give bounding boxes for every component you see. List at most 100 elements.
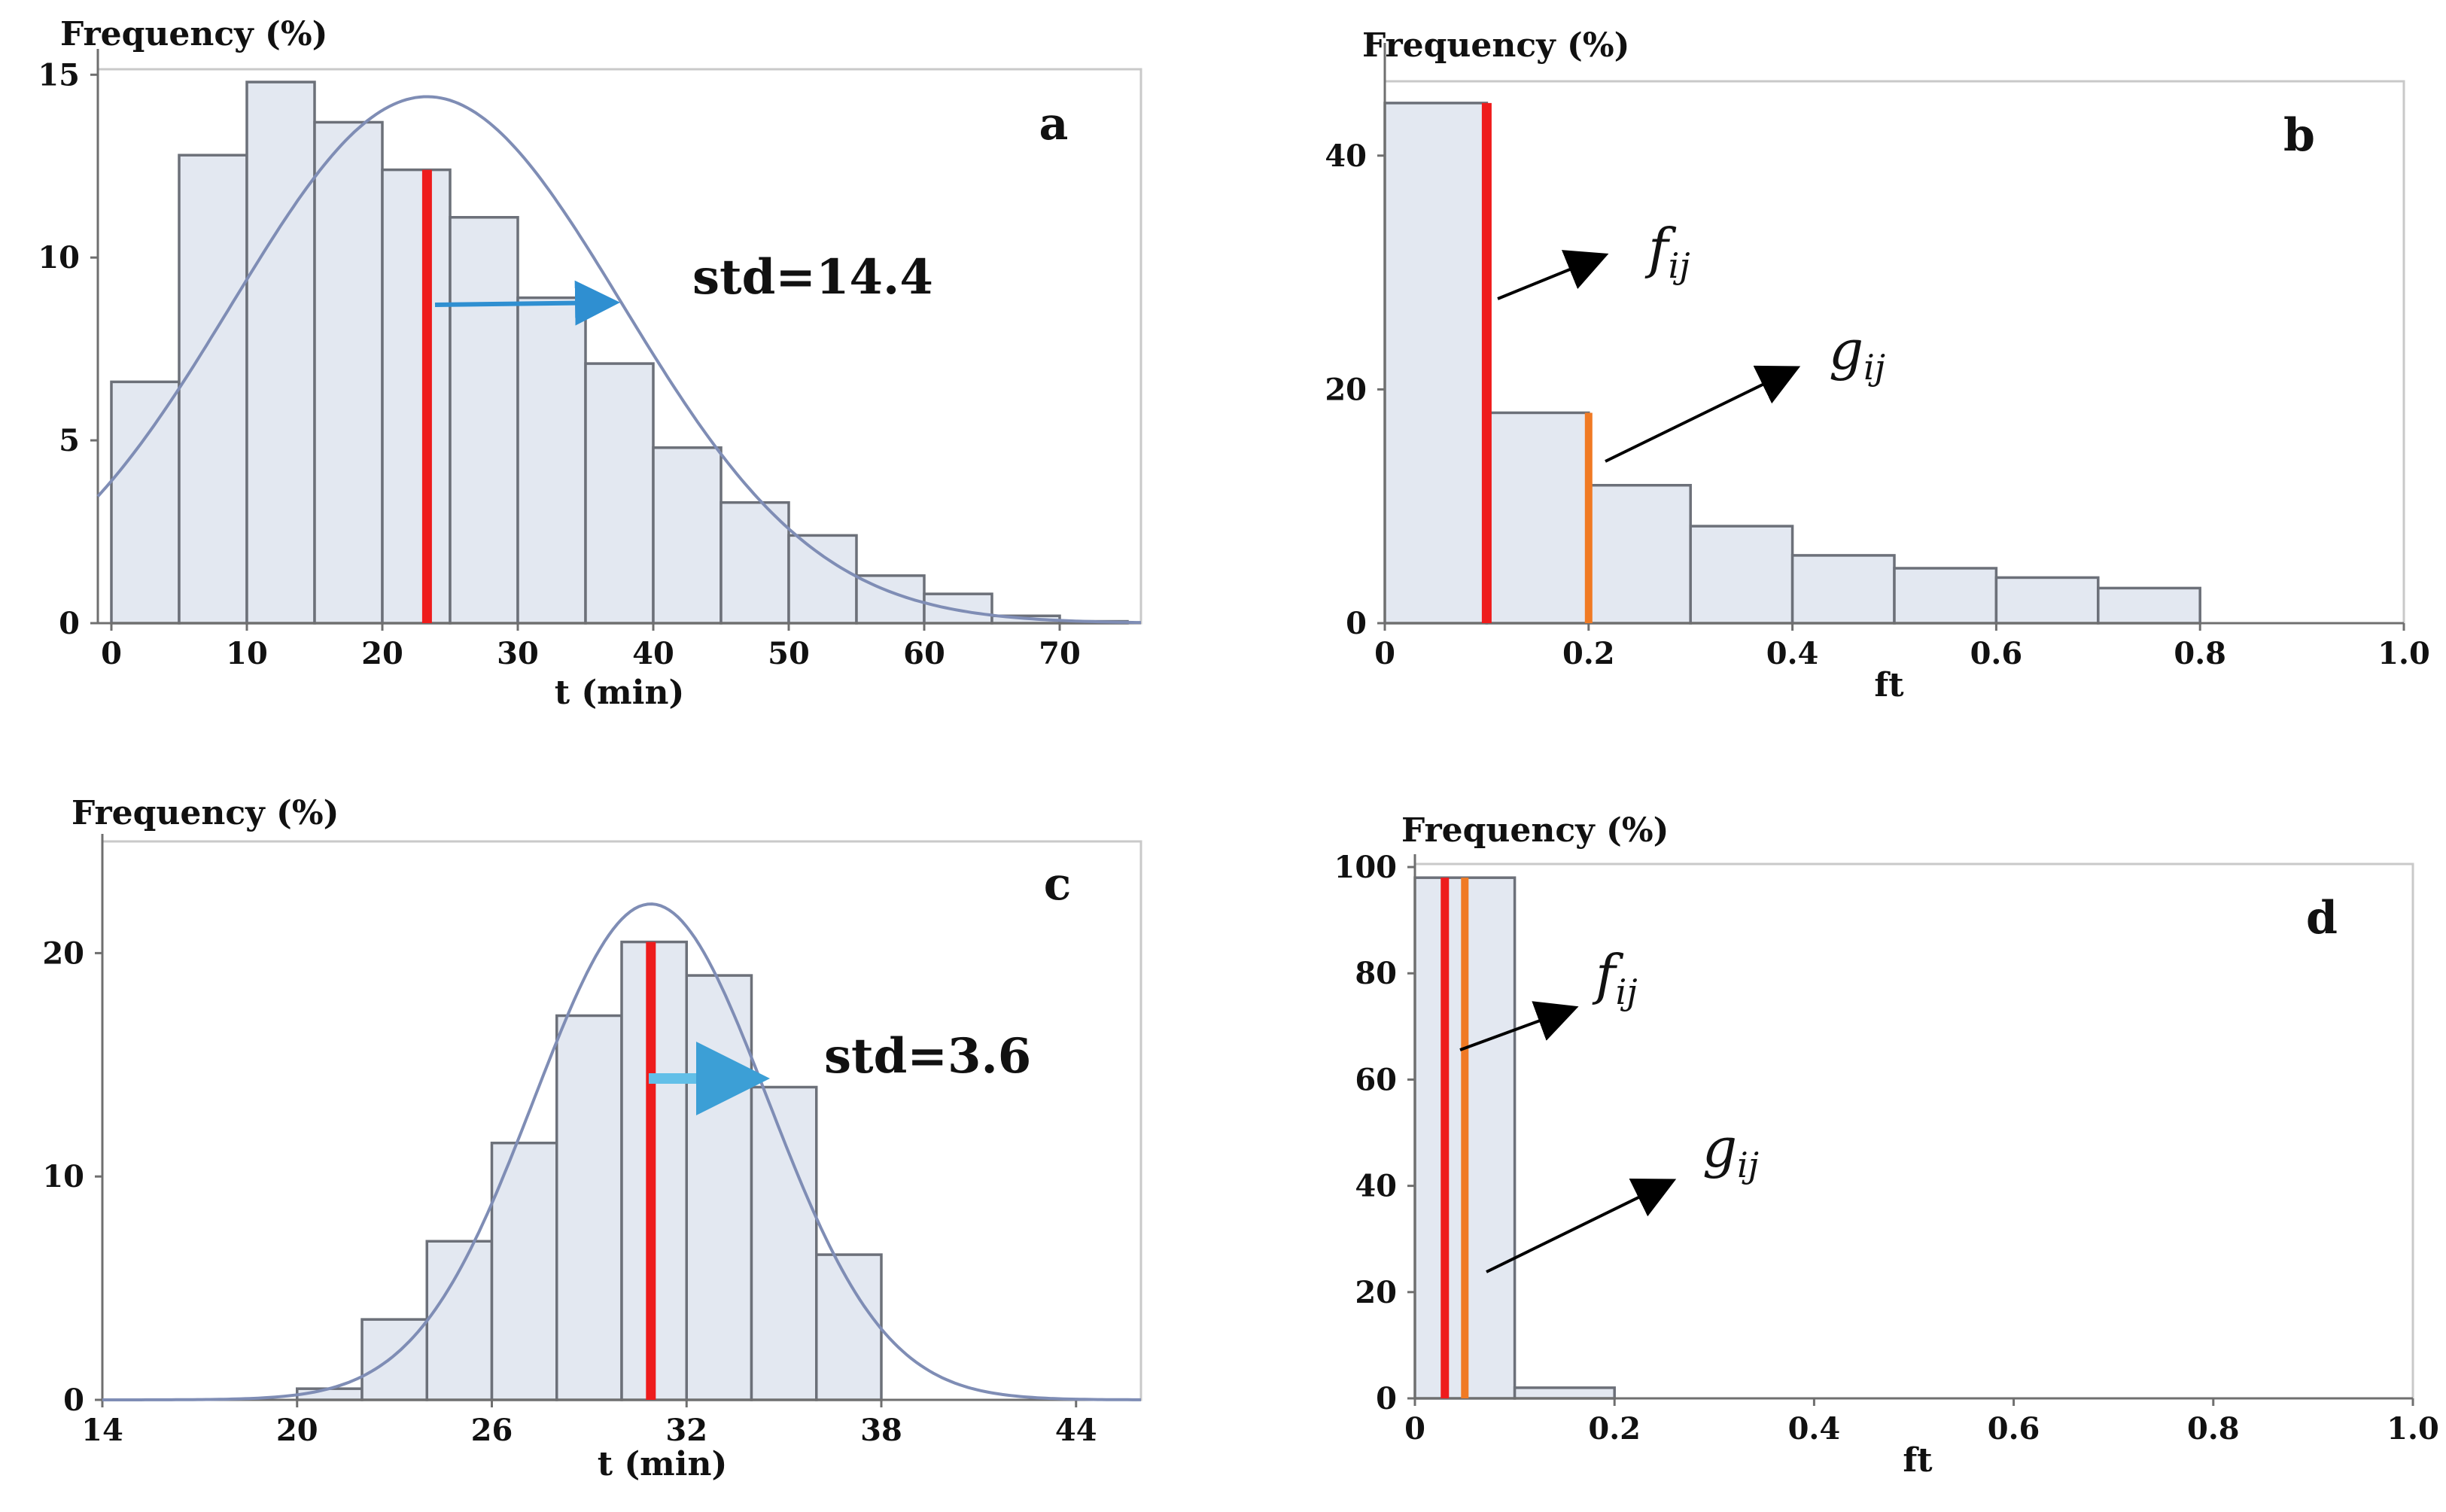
y-tick-label: 40 (1355, 1169, 1397, 1204)
histogram-bar (381, 168, 452, 625)
panel-c: Frequency (%) t (min) c 14 20 26 32 38 44 0 10 2… (42, 794, 1142, 1483)
x-tick-label: 1.0 (2387, 1411, 2439, 1447)
g-subscript: ij (1737, 1145, 1759, 1185)
panel-a: Frequency (%) t (min) a 0 10 20 30 40 50 60 70 0… (38, 15, 1142, 712)
histogram-bar (555, 1014, 623, 1401)
f-label: fij (1592, 943, 1638, 1012)
panel-label: b (2283, 109, 2315, 162)
histogram-bar (815, 1253, 883, 1401)
y-tick-label: 0 (1346, 606, 1367, 641)
x-tick-label: 0 (1374, 636, 1395, 671)
y-tick-label: 20 (1325, 372, 1367, 407)
panel-label: c (1044, 858, 1072, 911)
histogram-bar (1587, 483, 1692, 625)
g-label: gij (1829, 318, 1885, 388)
x-tick-label: 0.4 (1788, 1411, 1841, 1447)
g-arrow (1486, 1178, 1677, 1273)
histogram-bar (584, 362, 655, 625)
y-tick-label: 80 (1355, 956, 1397, 991)
x-axis-title: t (min) (598, 1445, 728, 1483)
x-tick-label: 20 (276, 1413, 318, 1448)
y-axis-title: Frequency (%) (60, 15, 328, 53)
x-axis-title: ft (1903, 1441, 1933, 1480)
x-axis-title: t (min) (555, 674, 685, 712)
g-label: gij (1702, 1116, 1759, 1185)
y-axis-title: Frequency (%) (71, 794, 339, 832)
x-tick-label: 44 (1055, 1413, 1097, 1448)
f-subscript: ij (1669, 245, 1690, 286)
x-tick-label: 38 (860, 1413, 902, 1448)
histogram-bar (750, 1085, 818, 1401)
x-tick-label: 20 (361, 636, 403, 671)
x-tick-label: 0.8 (2174, 636, 2226, 671)
x-tick-label: 0.6 (1970, 636, 2023, 671)
x-tick-label: 50 (768, 636, 810, 671)
panel-label: a (1039, 98, 1069, 151)
y-tick-label: 0 (59, 606, 80, 641)
y-tick-label: 60 (1355, 1062, 1397, 1097)
histogram-bar (1485, 411, 1590, 625)
f-arrow (1459, 1001, 1579, 1051)
x-tick-label: 10 (226, 636, 268, 671)
x-tick-label: 1.0 (2378, 636, 2430, 671)
histogram-bar (1513, 1386, 1616, 1400)
g-subscript: ij (1863, 347, 1885, 388)
y-axis-title: Frequency (%) (1362, 26, 1630, 65)
histogram-bar (923, 592, 993, 625)
y-tick-label: 40 (1325, 138, 1367, 174)
y-tick-label: 10 (42, 1159, 84, 1194)
histogram-bar (449, 216, 519, 625)
y-tick-label: 15 (38, 57, 80, 93)
histogram-bar (313, 120, 384, 625)
histogram-bar (787, 534, 858, 625)
histogram-bar (425, 1240, 494, 1401)
y-tick-label: 0 (63, 1383, 84, 1418)
x-tick-label: 0 (1404, 1411, 1425, 1447)
std-arrow (434, 280, 620, 326)
histogram-bar (1994, 576, 2100, 625)
normal-fit-curve (102, 902, 1141, 1401)
panel-b: Frequency (%) ft b 0 0.2 0.4 0.6 0.8 1.0 0 20 40… (1325, 26, 2429, 704)
panel-d: Frequency (%) ft d 0 0.2 0.4 0.6 0.8 1.0 0 20 40… (1334, 811, 2439, 1480)
x-tick-label: 0.6 (1988, 1411, 2040, 1447)
y-tick-label: 20 (42, 935, 84, 971)
histogram-bar (685, 974, 753, 1401)
histogram-bar (110, 380, 181, 625)
y-tick-label: 10 (38, 240, 80, 275)
x-tick-label: 0.4 (1766, 636, 1819, 671)
histogram-bar (652, 446, 723, 625)
histogram-bar (245, 81, 316, 625)
x-tick-label: 70 (1039, 636, 1081, 671)
x-tick-label: 60 (903, 636, 945, 671)
x-tick-label: 0.8 (2187, 1411, 2240, 1447)
histogram-bar (516, 296, 587, 625)
g-letter: g (1829, 318, 1863, 382)
histogram-bar (2097, 586, 2201, 625)
g-letter: g (1702, 1116, 1737, 1179)
histogram-bar (1689, 525, 1794, 625)
x-tick-label: 0 (101, 636, 122, 671)
std-annotation: std=3.6 (824, 1028, 1031, 1085)
y-tick-label: 0 (1376, 1381, 1397, 1416)
x-tick-label: 14 (81, 1413, 123, 1448)
x-tick-label: 40 (632, 636, 674, 671)
g-arrow (1605, 365, 1801, 463)
histogram-bar (1790, 554, 1896, 625)
histogram-bar (178, 154, 248, 625)
f-arrow (1497, 250, 1609, 300)
histogram-bar (1383, 102, 1489, 625)
panel-label: d (2306, 892, 2338, 945)
plot-frame (1413, 862, 2414, 1400)
x-tick-label: 32 (665, 1413, 707, 1448)
x-tick-label: 0.2 (1588, 1411, 1641, 1447)
y-tick-label: 20 (1355, 1275, 1397, 1310)
y-tick-label: 5 (59, 423, 80, 458)
histogram-bar (1893, 567, 1998, 625)
std-annotation: std=14.4 (692, 249, 933, 306)
x-tick-label: 30 (497, 636, 539, 671)
y-tick-label: 100 (1334, 850, 1398, 885)
f-subscript: ij (1616, 972, 1638, 1012)
f-label: fij (1644, 217, 1690, 286)
x-tick-label: 26 (471, 1413, 513, 1448)
